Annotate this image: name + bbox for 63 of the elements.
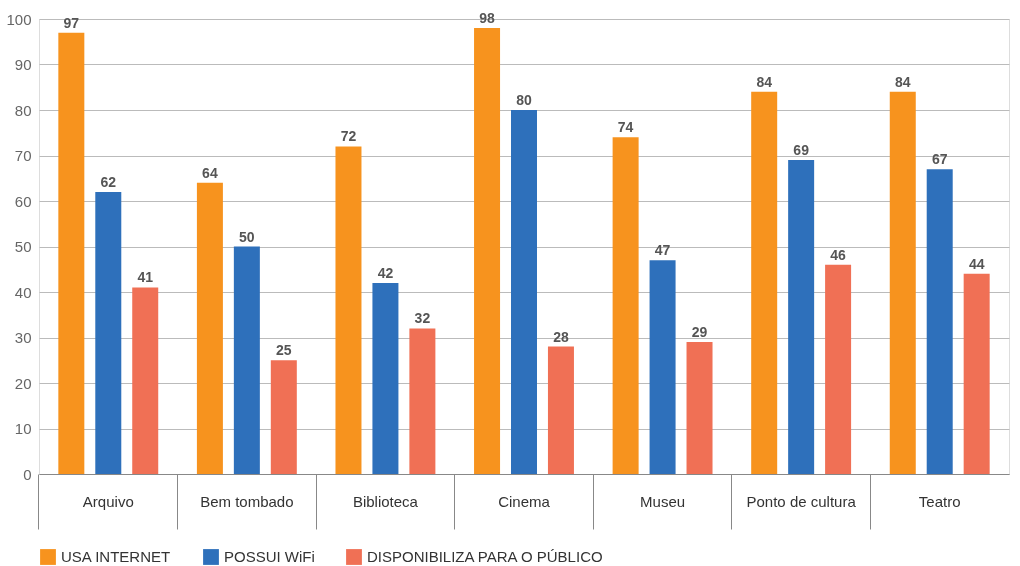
bar: [511, 110, 537, 474]
bar: [686, 342, 713, 474]
y-tick-label: 10: [14, 420, 32, 437]
y-tick-label: 40: [14, 283, 32, 301]
x-tick-label: Ponto de cultura: [746, 492, 857, 510]
legend-label: USA INTERNET: [61, 548, 171, 565]
y-tick-label: 90: [14, 56, 32, 73]
legend-label: DISPONIBILIZA PARA O PÚBLICO: [367, 548, 603, 565]
data-label: 84: [756, 73, 773, 90]
bar: [233, 246, 260, 474]
data-label: 72: [340, 128, 357, 145]
x-tick-label: Museu: [640, 492, 686, 510]
data-label: 74: [617, 119, 634, 136]
x-tick-label: Cinema: [498, 492, 551, 510]
y-tick-label: 0: [23, 465, 32, 483]
bar: [547, 346, 574, 474]
x-tick-label: Teatro: [918, 492, 961, 510]
bar: [335, 146, 362, 474]
bar: [612, 137, 639, 474]
y-tick-label: 80: [14, 101, 32, 119]
x-tick-label: Biblioteca: [352, 492, 419, 510]
data-label: 28: [553, 328, 569, 345]
legend-label: POSSUI WiFi: [224, 548, 315, 565]
bar: [788, 160, 815, 474]
bar: [196, 182, 223, 474]
data-label: 50: [239, 228, 255, 245]
bar: [132, 287, 159, 474]
data-label: 84: [894, 73, 911, 90]
bar: [270, 360, 297, 474]
data-label: 69: [793, 142, 810, 159]
bar: [58, 32, 85, 474]
bar: [649, 260, 676, 474]
data-label: 42: [377, 264, 394, 281]
data-label: 97: [63, 14, 80, 31]
bar: [926, 169, 953, 474]
bar: [95, 191, 122, 474]
x-tick-label: Bem tombado: [200, 492, 294, 510]
bar: [409, 328, 436, 474]
y-tick-label: 60: [14, 192, 32, 210]
data-label: 46: [830, 246, 847, 263]
data-label: 98: [479, 10, 496, 27]
data-label: 29: [691, 324, 708, 341]
data-label: 44: [968, 255, 985, 272]
data-label: 67: [931, 151, 948, 168]
x-tick-label: Arquivo: [82, 492, 134, 510]
y-tick-label: 30: [14, 329, 32, 346]
data-label: 32: [414, 310, 431, 327]
y-tick-label: 50: [14, 238, 32, 255]
data-label: 25: [276, 342, 292, 359]
bar: [372, 282, 399, 474]
data-label: 47: [654, 242, 671, 259]
bar: [889, 91, 916, 474]
y-tick-label: 70: [14, 147, 32, 164]
bar: [825, 264, 852, 474]
bar: [963, 273, 990, 474]
data-label: 64: [202, 164, 218, 181]
y-tick-label: 100: [6, 10, 32, 28]
y-tick-label: 20: [14, 374, 32, 392]
data-label: 62: [100, 173, 117, 190]
data-label: 41: [137, 269, 154, 286]
bar: [474, 28, 501, 474]
bar: [751, 91, 778, 474]
data-label: 80: [516, 92, 532, 108]
